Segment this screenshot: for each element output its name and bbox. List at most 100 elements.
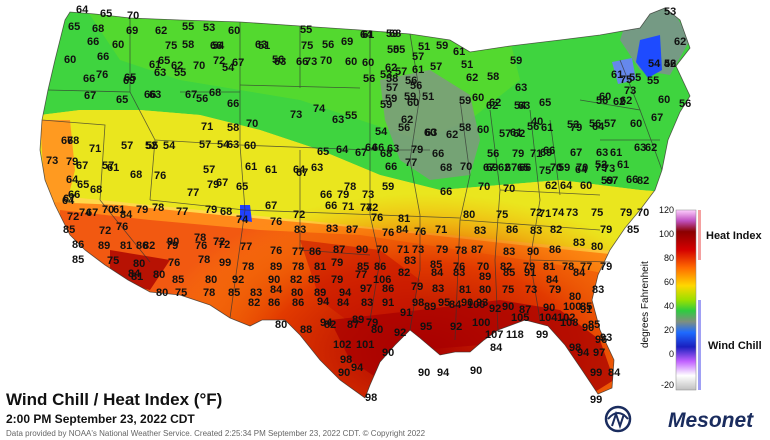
station-reading: 61 [245, 161, 258, 173]
station-reading: 95 [438, 297, 451, 309]
station-reading: 62 [613, 96, 626, 108]
station-reading: 85 [357, 261, 370, 273]
station-reading: 85 [172, 274, 185, 286]
legend-tick-7: 0 [668, 349, 674, 359]
station-reading: 66 [97, 51, 110, 63]
station-reading: 90 [338, 367, 351, 379]
station-reading: 57 [121, 140, 134, 152]
station-reading: 64 [62, 195, 75, 207]
station-reading: 79 [620, 207, 633, 219]
station-reading: 98 [412, 297, 425, 309]
station-reading: 62 [545, 180, 558, 192]
station-reading: 63 [596, 147, 609, 159]
station-reading: 59 [382, 181, 395, 193]
station-reading: 76 [195, 240, 208, 252]
station-reading: 86 [382, 283, 395, 295]
station-reading: 70 [477, 261, 490, 273]
station-reading: 72 [213, 55, 226, 67]
station-reading: 78 [344, 181, 357, 193]
station-reading: 82 [324, 319, 337, 331]
station-reading: 61 [541, 122, 554, 134]
station-reading: 90 [543, 302, 556, 314]
station-reading: 53 [664, 6, 677, 18]
station-reading: 63 [518, 100, 531, 112]
mesonet-logo-text: Mesonet [668, 409, 754, 432]
station-reading: 59 [404, 91, 417, 103]
station-reading: 65 [158, 55, 171, 67]
station-reading: 83 [326, 223, 339, 235]
station-reading: 64 [575, 164, 588, 176]
station-reading: 102 [333, 339, 352, 351]
station-reading: 51 [418, 41, 431, 53]
station-reading: 73 [412, 244, 425, 256]
station-reading: 83 [361, 297, 374, 309]
station-reading: 57 [203, 164, 216, 176]
station-reading: 60 [244, 140, 257, 152]
station-reading: 54 [163, 140, 176, 152]
station-reading: 79 [337, 189, 350, 201]
station-reading: 67 [265, 200, 278, 212]
station-reading: 60 [64, 54, 77, 66]
station-reading: 75 [301, 40, 314, 52]
station-reading: 84 [396, 224, 409, 236]
station-reading: 59 [385, 93, 398, 105]
station-reading: 85 [588, 319, 601, 331]
station-reading: 76 [154, 170, 167, 182]
station-reading: 91 [580, 304, 593, 316]
station-reading: 72 [530, 207, 543, 219]
station-reading: 80 [205, 274, 218, 286]
station-reading: 60 [477, 124, 490, 136]
offshore-reading: 90 [418, 367, 431, 379]
station-reading: 79 [331, 257, 344, 269]
station-reading: 79 [523, 261, 536, 273]
station-reading: 118 [506, 329, 524, 341]
station-reading: 55 [146, 140, 159, 152]
station-reading: 86 [309, 246, 322, 258]
station-reading: 57 [499, 128, 512, 140]
station-reading: 66 [432, 148, 445, 160]
station-reading: 77 [580, 261, 593, 273]
station-reading: 62 [674, 36, 687, 48]
legend-tick-6: 20 [663, 325, 674, 335]
station-reading: 74 [313, 103, 326, 115]
station-reading: 90 [268, 274, 281, 286]
station-reading: 74 [552, 207, 565, 219]
station-reading: 86 [292, 297, 305, 309]
station-reading: 83 [530, 225, 543, 237]
station-reading: 63 [425, 127, 438, 139]
station-reading: 83 [294, 224, 307, 236]
station-reading: 79 [595, 162, 608, 174]
station-reading: 86 [506, 224, 519, 236]
station-reading: 82 [550, 224, 563, 236]
legend-tick-2: 100 [658, 229, 674, 239]
station-reading: 61 [453, 46, 466, 58]
station-reading: 86 [549, 244, 562, 256]
station-reading: 80 [479, 284, 492, 296]
station-reading: 60 [472, 92, 485, 104]
station-reading: 85 [308, 274, 321, 286]
station-reading: 56 [589, 118, 602, 130]
station-reading: 73 [525, 284, 538, 296]
station-reading: 100 [472, 317, 491, 329]
station-reading: 93 [476, 297, 489, 309]
station-reading: 87 [346, 224, 359, 236]
station-reading: 67 [216, 177, 229, 189]
station-reading: 77 [292, 246, 305, 258]
station-reading: 61 [113, 204, 126, 216]
station-reading: 76 [168, 257, 181, 269]
station-reading: 63 [634, 142, 647, 154]
station-reading: 56 [322, 39, 335, 51]
station-reading: 74 [236, 214, 249, 226]
station-reading: 62 [385, 62, 398, 74]
station-reading: 66 [325, 200, 338, 212]
station-reading: 72 [218, 239, 231, 251]
station-reading: 71 [201, 121, 214, 133]
station-reading: 65 [68, 21, 81, 33]
station-reading: 62 [513, 128, 526, 140]
station-reading: 60 [345, 56, 358, 68]
station-reading: 68 [220, 206, 233, 218]
station-reading: 58 [487, 71, 500, 83]
station-reading: 63 [154, 67, 167, 79]
station-reading: 64 [336, 144, 349, 156]
